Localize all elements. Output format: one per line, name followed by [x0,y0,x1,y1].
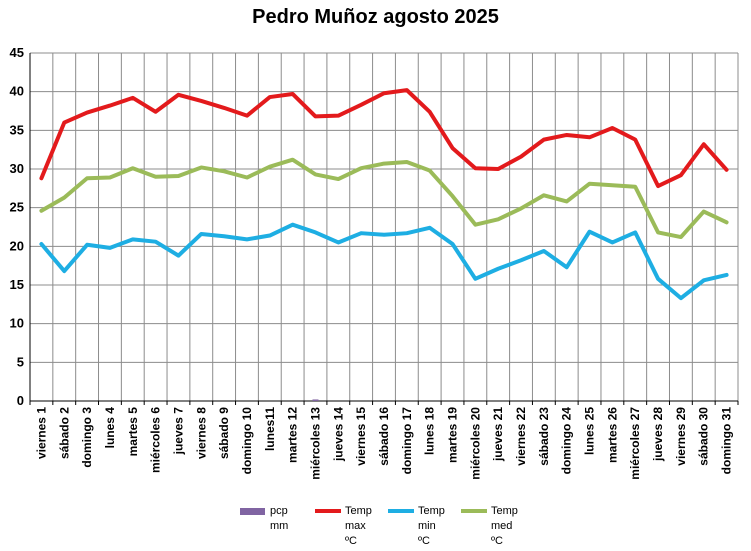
x-tick-label: miércoles 6 [149,407,163,473]
series-lines [39,88,729,301]
y-tick-label: 45 [10,45,24,60]
legend-swatch [240,508,265,515]
x-tick-label: miércoles 20 [468,407,482,480]
axes [29,53,739,405]
x-tick-label: domingo 24 [560,407,574,475]
legend-label: Temp [418,505,445,517]
x-tick-label: martes 5 [126,407,140,457]
x-tick-label: viernes 1 [34,407,48,459]
x-tick-label: domingo 17 [400,407,414,475]
legend-item: Temp max ºC [315,505,372,547]
temp-med-c-line [39,157,729,240]
x-tick-label: jueves 7 [171,407,185,456]
x-tick-label: miércoles 13 [308,407,322,480]
x-tick-label: sábado 2 [57,407,71,459]
legend-label: Temp [345,505,372,517]
chart-title: Pedro Muñoz agosto 2025 [252,6,499,28]
x-tick-label: martes 19 [446,407,460,463]
x-tick-label: domingo 10 [240,407,254,475]
x-tick-label: sábado 30 [697,407,711,466]
pcp-mm-bar [312,399,319,401]
x-tick-label: lunes 18 [423,407,437,455]
x-tick-label: lunes11 [263,407,277,451]
y-tick-label: 15 [10,277,24,292]
legend-item: pcp mm [240,505,288,532]
legend-label: med [491,520,512,532]
legend-item: Temp med ºC [461,505,518,547]
x-tick-label: martes 26 [605,407,619,463]
x-tick-label: viernes 8 [194,407,208,459]
y-tick-label: 5 [17,354,24,369]
temp-min-c-line [39,222,729,301]
y-tick-label: 40 [10,84,24,99]
temp-max-c-line [39,88,729,189]
x-tick-labels: viernes 1 sábado 2 domingo 3 lunes 4 martes … [34,407,733,480]
y-tick-label: 25 [10,200,24,215]
x-tick-label: sábado 9 [217,407,231,459]
x-tick-label: sábado 23 [537,407,551,466]
legend-label: Temp [491,505,518,517]
grid-lines [29,52,739,401]
legend-label: mm [270,520,288,532]
x-tick-label: lunes 25 [583,407,597,455]
y-tick-label: 30 [10,161,24,176]
x-tick-label: martes 12 [286,407,300,463]
legend-label: ºC [418,535,430,547]
y-tick-label: 0 [17,393,24,408]
legend-item: Temp min ºC [388,505,445,547]
x-tick-label: viernes 22 [514,407,528,466]
legend-label: ºC [345,535,357,547]
x-tick-label: jueves 28 [651,407,665,462]
x-tick-label: miércoles 27 [628,407,642,480]
legend-label: pcp [270,505,288,517]
legend-label: max [345,520,366,532]
x-tick-label: domingo 31 [720,407,734,475]
legend-label: ºC [491,535,503,547]
legend-label: min [418,520,436,532]
legend: pcp mm Temp max ºC Temp min ºC Temp med ºC [240,505,518,547]
x-tick-label: viernes 29 [674,407,688,466]
x-tick-label: sábado 16 [377,407,391,466]
y-tick-label: 20 [10,238,24,253]
y-tick-labels: 0 5 10 15 20 25 30 35 40 45 [10,45,24,408]
x-tick-label: jueves 21 [491,407,505,462]
x-tick-label: lunes 4 [103,407,117,449]
x-tick-label: jueves 14 [331,407,345,462]
precipitation-bars [312,399,319,401]
x-tick-label: domingo 3 [80,407,94,468]
x-tick-label: viernes 15 [354,407,368,466]
y-tick-label: 35 [10,122,24,137]
y-tick-label: 10 [10,316,24,331]
